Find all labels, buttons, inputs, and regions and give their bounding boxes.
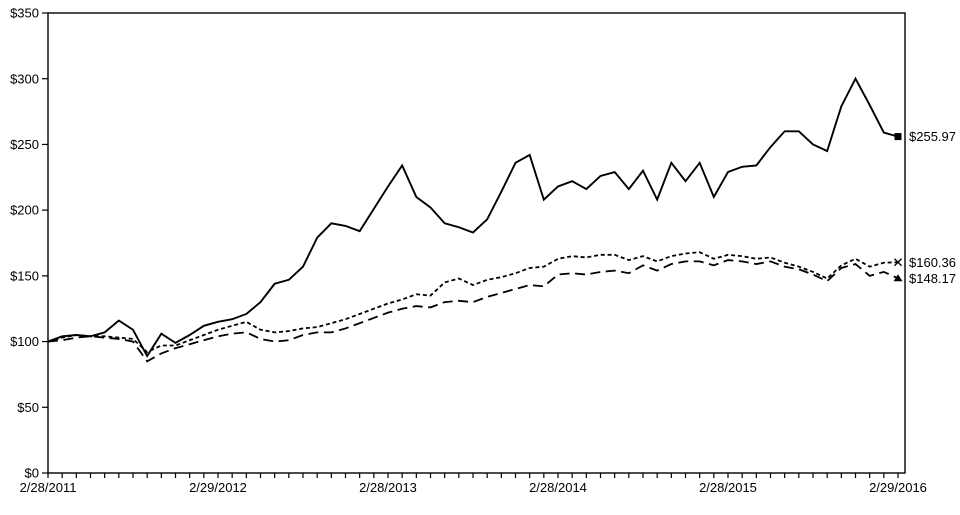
triangle-end-marker-icon: [893, 274, 903, 282]
plot-border: [47, 12, 906, 474]
y-axis-tick-label: $350: [10, 6, 39, 21]
x-axis-tick-label: 2/28/2011: [20, 480, 77, 495]
x-axis-tick-label: 2/28/2014: [529, 480, 587, 495]
series-end-value-label: $160.36: [909, 255, 956, 270]
y-axis-tick-label: $150: [10, 268, 39, 283]
x-end-marker-icon: [894, 258, 902, 267]
y-axis-tick-label: $100: [10, 334, 39, 349]
x-axis-tick-label: 2/29/2016: [869, 480, 927, 495]
y-axis-tick-label: $200: [10, 203, 39, 218]
series-end-value-label: $255.97: [909, 129, 956, 144]
square-end-marker-icon: [894, 133, 902, 141]
y-axis-tick-label: $250: [10, 137, 39, 152]
series-line-long-dash: [47, 259, 899, 363]
x-axis-tick-label: 2/29/2012: [189, 480, 247, 495]
x-axis-tick-label: 2/28/2013: [359, 480, 417, 495]
y-axis-tick-label: $50: [17, 400, 39, 415]
y-axis-tick-label: $300: [10, 71, 39, 86]
series-line-solid: [47, 76, 899, 358]
series-line-short-dash: [47, 251, 899, 354]
series-end-value-label: $148.17: [909, 271, 956, 286]
x-axis-tick-label: 2/28/2015: [699, 480, 757, 495]
y-axis-tick-label: $0: [25, 466, 39, 481]
